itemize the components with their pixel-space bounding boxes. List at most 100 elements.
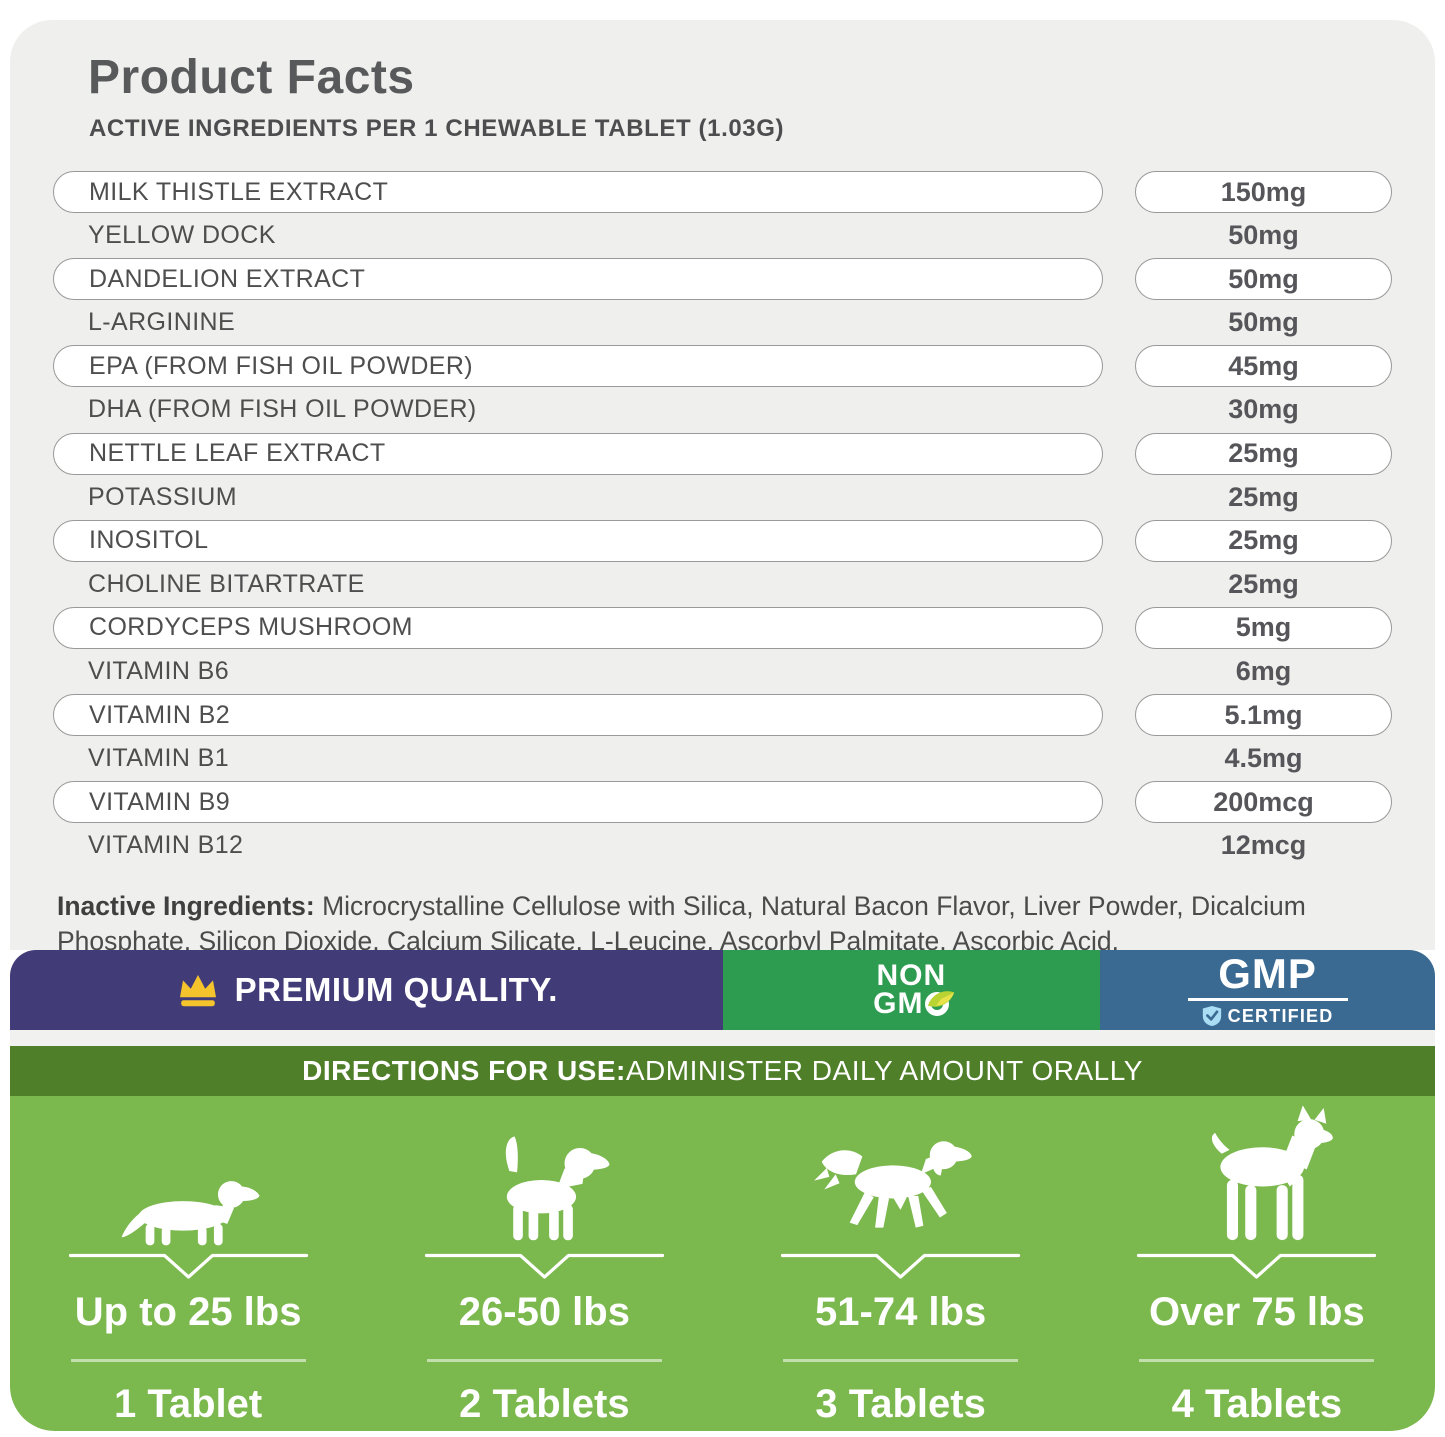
weight-range: 26-50 lbs xyxy=(458,1290,630,1334)
ingredient-name: VITAMIN B6 xyxy=(88,657,230,686)
ingredient-amount: 25mg xyxy=(1228,568,1299,599)
premium-quality-label: PREMIUM QUALITY. xyxy=(234,971,558,1008)
ingredient-amount: 50mg xyxy=(1228,220,1299,251)
ingredient-table: MILK THISTLE EXTRACT 150mg YELLOW DOCK 50m… xyxy=(53,171,1392,867)
ingredient-name: VITAMIN B9 xyxy=(53,781,1103,824)
ingredient-amount: 45mg xyxy=(1135,345,1392,388)
boxer-icon xyxy=(1172,1105,1342,1248)
ingredient-row: NETTLE LEAF EXTRACT 25mg xyxy=(53,432,1392,475)
ingredient-name: EPA (FROM FISH OIL POWDER) xyxy=(53,345,1103,388)
ingredient-amount: 5.1mg xyxy=(1135,694,1392,737)
weight-range: Over 75 lbs xyxy=(1149,1290,1365,1334)
ingredient-row: INOSITOL 25mg xyxy=(53,519,1392,562)
ingredient-amount: 12mcg xyxy=(1220,830,1307,861)
product-facts-card: Product Facts ACTIVE INGREDIENTS PER 1 C… xyxy=(10,20,1435,956)
ingredient-row: VITAMIN B6 6mg xyxy=(53,651,1392,693)
dosage-column-small: Up to 25 lbs 1 Tablet xyxy=(10,1096,366,1431)
dose-divider xyxy=(426,1359,662,1362)
non-gmo-line2: GM xyxy=(873,989,955,1019)
dose-divider xyxy=(1139,1359,1375,1362)
ingredient-row: CORDYCEPS MUSHROOM 5mg xyxy=(53,606,1392,649)
dose-amount: 4 Tablets xyxy=(1171,1381,1343,1426)
non-gmo-line1: NON xyxy=(876,958,947,992)
badges-band: PREMIUM QUALITY. NON GM GMP CERTIFIED xyxy=(10,950,1435,1030)
inactive-ingredients: Inactive Ingredients: Microcrystalline C… xyxy=(53,889,1392,959)
ingredient-row: POTASSIUM 25mg xyxy=(53,476,1392,518)
leaf-o-icon xyxy=(925,991,955,1017)
dose-amount: 1 Tablet xyxy=(114,1381,263,1426)
setter-icon xyxy=(798,1122,1003,1248)
ingredient-name: VITAMIN B1 xyxy=(88,744,230,773)
inactive-ingredients-text: Microcrystalline Cellulose with Silica, … xyxy=(57,890,1306,957)
directions-header-bold: DIRECTIONS FOR USE: xyxy=(302,1055,626,1086)
ingredient-amount: 50mg xyxy=(1228,307,1299,338)
ingredient-name: L-ARGININE xyxy=(88,308,236,337)
divider-notch xyxy=(424,1253,664,1279)
ingredient-name: VITAMIN B12 xyxy=(88,831,244,860)
dose-amount: 3 Tablets xyxy=(815,1381,986,1426)
divider-notch xyxy=(781,1253,1021,1279)
dose-amount: 2 Tablets xyxy=(459,1381,630,1426)
band-gap xyxy=(10,1030,1435,1046)
shield-check-icon xyxy=(1202,1006,1221,1026)
ingredient-name: YELLOW DOCK xyxy=(88,221,276,250)
ingredient-amount: 5mg xyxy=(1135,606,1392,649)
ingredient-row: VITAMIN B2 5.1mg xyxy=(53,694,1392,737)
non-gmo-logo: NON GM xyxy=(873,958,955,1019)
ingredient-name: CORDYCEPS MUSHROOM xyxy=(53,606,1103,649)
ingredient-amount: 30mg xyxy=(1228,394,1299,425)
non-gmo-badge: NON GM xyxy=(722,950,1101,1030)
ingredient-name: DHA (FROM FISH OIL POWDER) xyxy=(88,395,477,424)
ingredient-row: MILK THISTLE EXTRACT 150mg xyxy=(53,171,1392,213)
divider-notch xyxy=(68,1253,308,1279)
gmp-title: GMP xyxy=(1218,950,1317,997)
directions-header-rest: ADMINISTER DAILY AMOUNT ORALLY xyxy=(625,1055,1143,1086)
inactive-ingredients-label: Inactive Ingredients: xyxy=(57,890,315,921)
ingredient-row: CHOLINE BITARTRATE 25mg xyxy=(53,563,1392,605)
dosage-column-xlarge: Over 75 lbs 4 Tablets xyxy=(1079,1096,1435,1431)
ingredient-row: VITAMIN B12 12mcg xyxy=(53,825,1392,867)
gmp-badge: GMP CERTIFIED xyxy=(1100,950,1435,1030)
ingredient-amount: 150mg xyxy=(1135,171,1392,213)
ingredient-row: YELLOW DOCK 50mg xyxy=(53,215,1392,257)
dose-divider xyxy=(783,1359,1019,1362)
dosage-panel: Up to 25 lbs 1 Tablet xyxy=(10,1096,1435,1431)
ingredient-row: DHA (FROM FISH OIL POWDER) 30mg xyxy=(53,389,1392,431)
ingredient-row: EPA (FROM FISH OIL POWDER) 45mg xyxy=(53,345,1392,388)
gmp-certified-label: CERTIFIED xyxy=(1227,1005,1334,1026)
weight-range: Up to 25 lbs xyxy=(74,1290,302,1334)
ingredient-amount: 6mg xyxy=(1235,656,1292,687)
ingredient-name: NETTLE LEAF EXTRACT xyxy=(53,432,1103,475)
beagle-icon xyxy=(464,1122,624,1248)
page-title: Product Facts xyxy=(88,51,415,104)
crown-icon xyxy=(179,975,216,1007)
dachshund-icon xyxy=(106,1122,271,1248)
weight-range: 51-74 lbs xyxy=(815,1290,987,1334)
dosage-column-medium: 26-50 lbs 2 Tablets xyxy=(366,1096,722,1431)
ingredient-amount: 25mg xyxy=(1228,481,1299,512)
ingredient-row: DANDELION EXTRACT 50mg xyxy=(53,258,1392,301)
gmp-logo: GMP CERTIFIED xyxy=(1187,950,1348,1027)
premium-quality-badge: PREMIUM QUALITY. xyxy=(10,950,723,1030)
divider-notch xyxy=(1137,1253,1377,1279)
ingredient-name: CHOLINE BITARTRATE xyxy=(88,569,365,598)
gmp-divider xyxy=(1187,998,1348,1001)
ingredient-amount: 25mg xyxy=(1135,519,1392,562)
dose-divider xyxy=(70,1359,306,1362)
directions-header-bar: DIRECTIONS FOR USE: ADMINISTER DAILY AMO… xyxy=(10,1046,1435,1096)
ingredient-name: MILK THISTLE EXTRACT xyxy=(53,171,1103,213)
ingredient-name: POTASSIUM xyxy=(88,482,237,511)
ingredient-name: VITAMIN B2 xyxy=(53,694,1103,737)
ingredient-amount: 50mg xyxy=(1135,258,1392,301)
ingredient-amount: 200mcg xyxy=(1135,781,1392,824)
ingredient-name: INOSITOL xyxy=(53,519,1103,562)
ingredient-row: L-ARGININE 50mg xyxy=(53,302,1392,344)
ingredient-amount: 4.5mg xyxy=(1224,743,1303,774)
ingredient-row: VITAMIN B1 4.5mg xyxy=(53,738,1392,780)
ingredient-row: VITAMIN B9 200mcg xyxy=(53,781,1392,824)
dosage-column-large: 51-74 lbs 3 Tablets xyxy=(723,1096,1079,1431)
ingredient-name: DANDELION EXTRACT xyxy=(53,258,1103,301)
active-ingredients-subtitle: ACTIVE INGREDIENTS PER 1 CHEWABLE TABLET… xyxy=(89,115,785,142)
ingredient-amount: 25mg xyxy=(1135,432,1392,475)
